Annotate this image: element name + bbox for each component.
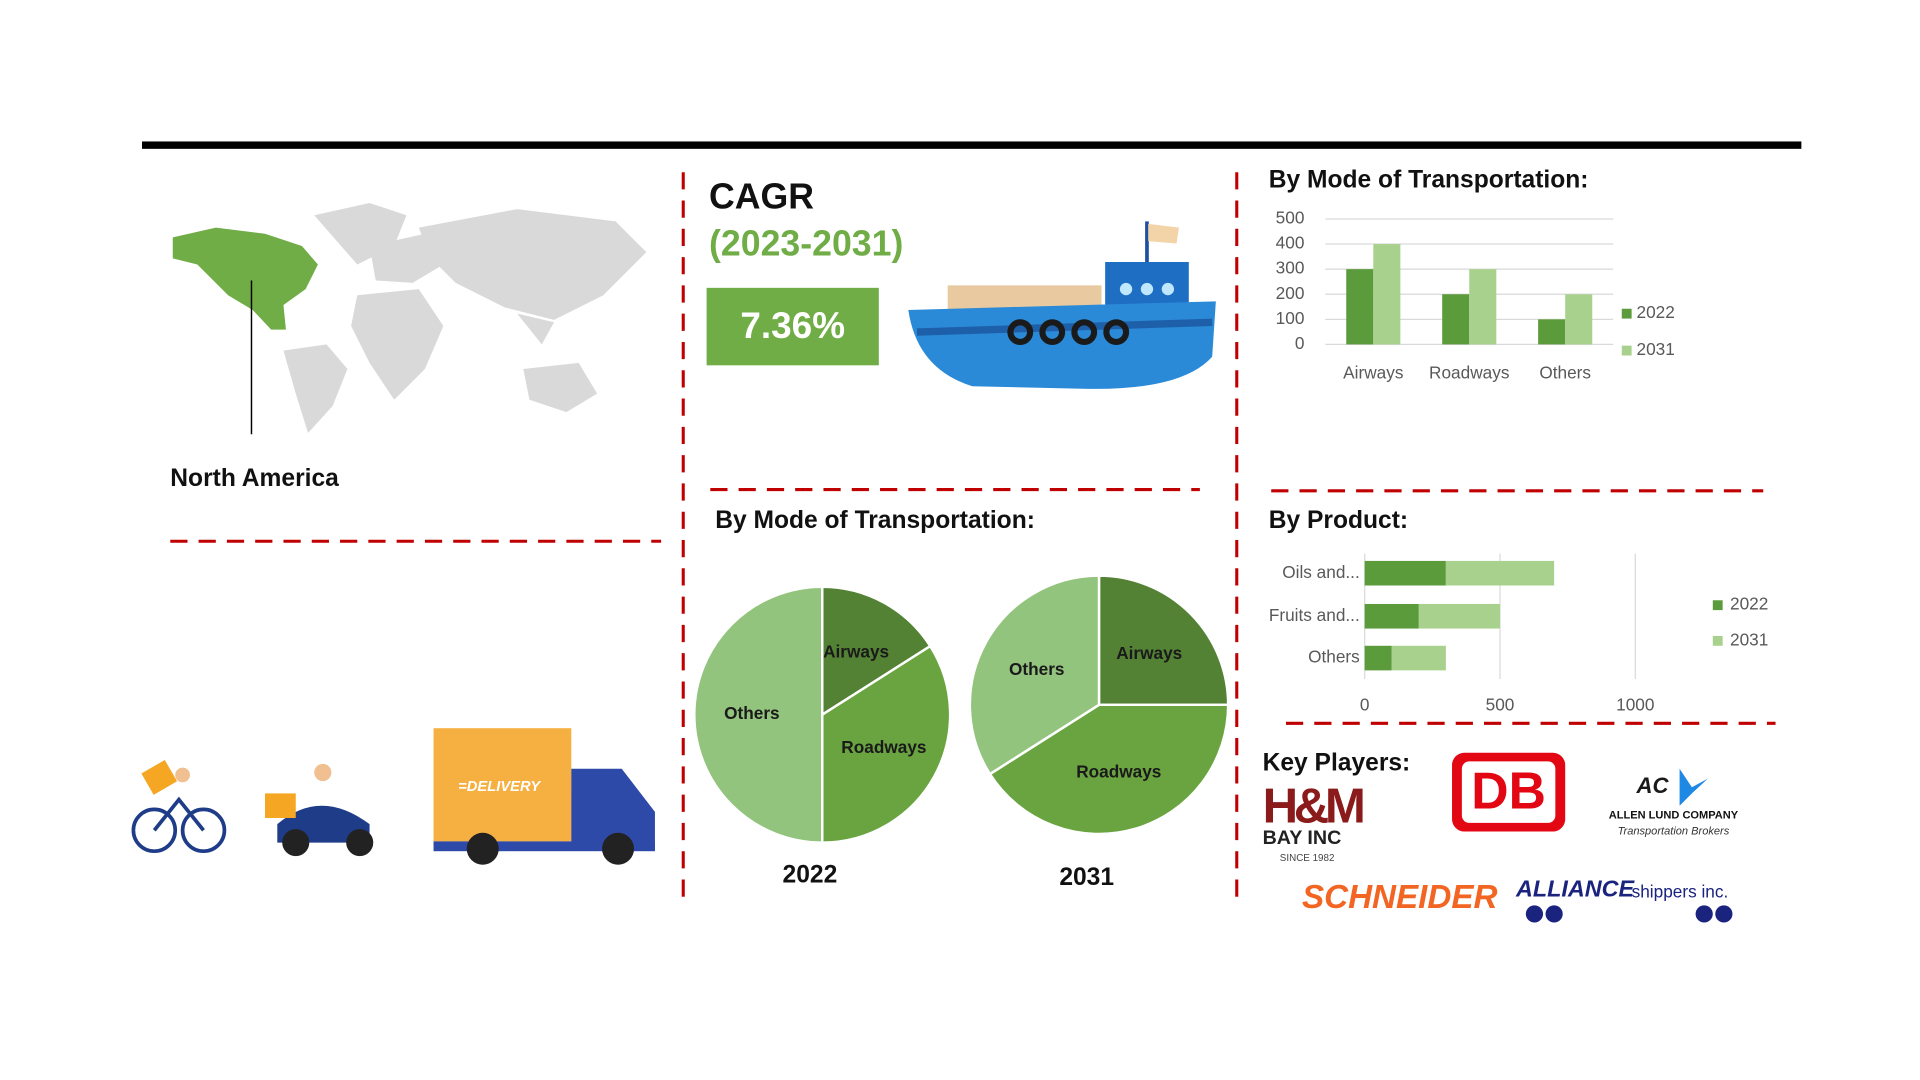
- legend-swatch: [1712, 635, 1723, 646]
- y-tick-label: 200: [1276, 283, 1305, 303]
- section-title: Key Players:: [1263, 749, 1411, 776]
- y-tick-label: Others: [1308, 647, 1360, 667]
- cagr-title: CAGR: [709, 177, 814, 217]
- svg-text:=DELIVERY: =DELIVERY: [458, 779, 541, 795]
- cagr-box: [706, 287, 879, 366]
- ship-illustration: [908, 221, 1216, 389]
- pie-slice: [821, 585, 932, 717]
- delivery-illustration: =DELIVERY: [131, 728, 655, 865]
- logo-sub: shippers inc.: [1632, 882, 1729, 902]
- x-tick-label: Roadways: [1429, 362, 1509, 382]
- logo: ALLIANCE: [1515, 876, 1636, 902]
- top-rule: [142, 141, 1802, 149]
- slice-label: Others: [724, 703, 780, 723]
- pie-slice: [821, 644, 952, 844]
- x-tick-label: 0: [1360, 695, 1370, 715]
- slice-label: Roadways: [841, 737, 926, 757]
- slice-label: Airways: [1116, 643, 1182, 663]
- logo-note: SINCE 1982: [1280, 853, 1335, 864]
- y-tick-label: Oils and...: [1282, 562, 1360, 582]
- legend-swatch: [1621, 308, 1632, 319]
- slice-label: Roadways: [1076, 762, 1161, 782]
- cagr-value: 7.36%: [740, 305, 845, 346]
- north-america: [172, 227, 318, 330]
- chart-title: By Mode of Transportation:: [715, 507, 1035, 534]
- cagr-period: (2023-2031): [709, 223, 903, 263]
- pie-slice: [1097, 574, 1230, 707]
- slice-label: Airways: [823, 642, 889, 662]
- x-tick-label: Others: [1539, 362, 1591, 382]
- pie-slice: [693, 585, 824, 844]
- legend-swatch: [1712, 600, 1723, 611]
- bar: [1565, 294, 1593, 345]
- bar-segment: [1445, 560, 1555, 586]
- bar-segment: [1364, 645, 1392, 671]
- y-tick-label: 100: [1276, 308, 1305, 328]
- y-tick-label: 300: [1276, 258, 1305, 278]
- region-label: North America: [170, 465, 339, 492]
- y-tick-label: 0: [1295, 333, 1305, 353]
- logo: DB: [1471, 761, 1546, 819]
- logo-sub: ALLEN LUND COMPANY: [1609, 809, 1739, 821]
- logo: SCHNEIDER: [1302, 879, 1498, 916]
- x-tick-label: 1000: [1616, 695, 1654, 715]
- logo: H&M: [1263, 778, 1366, 833]
- legend-label: 2022: [1637, 302, 1675, 322]
- legend-swatch: [1621, 345, 1632, 356]
- x-tick-label: Airways: [1343, 362, 1403, 382]
- chart-title: By Mode of Transportation:: [1269, 166, 1589, 193]
- pie-year: 2022: [783, 861, 838, 888]
- bar: [1538, 319, 1566, 345]
- y-tick-label: 400: [1276, 233, 1305, 253]
- pie-slice: [968, 574, 1101, 776]
- x-tick-label: 500: [1486, 695, 1515, 715]
- bar: [1442, 294, 1470, 345]
- pie-year: 2031: [1059, 864, 1114, 891]
- slice-label: Others: [1009, 659, 1065, 679]
- y-tick-label: Fruits and...: [1269, 605, 1360, 625]
- legend-label: 2022: [1730, 594, 1768, 614]
- chart-title: By Product:: [1269, 507, 1408, 534]
- logo: AC: [1636, 773, 1670, 798]
- bar: [1373, 244, 1401, 345]
- bar-segment: [1391, 645, 1446, 671]
- legend-label: 2031: [1730, 629, 1768, 649]
- logo-note: Transportation Brokers: [1618, 825, 1730, 837]
- logos: H&M BAY INC SINCE 1982 DB AC ALLEN LUND …: [1263, 752, 1739, 923]
- world-map: [283, 202, 647, 433]
- bar-segment: [1364, 560, 1446, 586]
- bar: [1346, 269, 1374, 345]
- legend-label: 2031: [1637, 339, 1675, 359]
- bar: [1469, 269, 1497, 345]
- logo-sub: BAY INC: [1263, 827, 1342, 849]
- y-tick-label: 500: [1276, 207, 1305, 227]
- bar-segment: [1364, 603, 1419, 629]
- bar-segment: [1418, 603, 1500, 629]
